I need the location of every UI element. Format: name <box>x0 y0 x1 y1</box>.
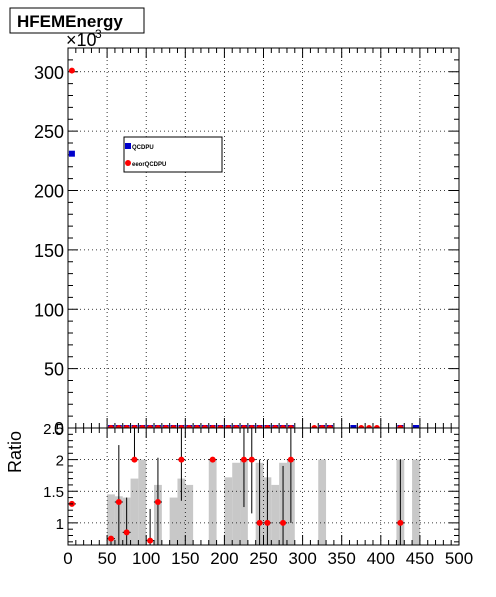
uncertainty-band-bin <box>177 478 186 545</box>
y-multiplier-label: ×10 <box>66 30 97 50</box>
uncertainty-band-bin <box>169 497 178 545</box>
ratio-point <box>154 498 161 505</box>
ratio-point <box>280 519 287 526</box>
legend-entry-label: eeorQCDPU <box>132 162 166 168</box>
ratio-point <box>108 535 115 542</box>
title-text: HFEMEnergy <box>17 12 123 31</box>
ratio-y-top-label: 2.5 <box>43 421 64 438</box>
x-tick-label: 500 <box>445 549 473 568</box>
uncertainty-band-bin <box>107 494 115 545</box>
ratio-y-tick-label: 1.5 <box>43 484 64 501</box>
uncertainty-band-bin <box>185 484 194 545</box>
legend-marker-eeorqcdpu <box>125 160 131 166</box>
uncertainty-band-bin <box>412 459 420 545</box>
ratio-point <box>209 456 216 463</box>
uncertainty-band-bin <box>318 459 327 545</box>
ratio-point <box>240 456 247 463</box>
ratio-y-tick-label: 1 <box>56 516 64 533</box>
x-tick-label: 450 <box>406 549 434 568</box>
x-tick-label: 300 <box>288 549 316 568</box>
ratio-point <box>147 537 154 544</box>
ratio-point <box>123 529 130 536</box>
uncertainty-band-bin <box>224 477 233 545</box>
x-tick-label: 150 <box>171 549 199 568</box>
y-tick-label: 150 <box>34 241 64 261</box>
y-multiplier-exponent: 3 <box>95 27 102 41</box>
x-tick-label: 400 <box>367 549 395 568</box>
ratio-point <box>248 456 255 463</box>
ratio-point <box>397 519 404 526</box>
ratio-point <box>178 456 185 463</box>
x-tick-label: 200 <box>210 549 238 568</box>
y-tick-label: 200 <box>34 182 64 202</box>
ratio-y-axis-label: Ratio <box>5 431 25 473</box>
y-tick-label: 250 <box>34 122 64 142</box>
y-tick-label: 0 <box>54 419 64 439</box>
ratio-plot: 11.522.50 50 100 150 200 250 300 350 400 450 500Ra… <box>5 421 473 568</box>
legend-entry-label: QCDPU <box>132 145 154 151</box>
ratio-y-tick-label: 2 <box>56 453 64 470</box>
x-tick-label: 50 <box>98 549 117 568</box>
y-tick-label: 100 <box>34 300 64 320</box>
x-tick-label: 0 <box>63 549 72 568</box>
uncertainty-band-bin <box>130 478 139 545</box>
y-tick-label: 50 <box>44 360 64 380</box>
x-tick-label: 100 <box>132 549 160 568</box>
ratio-point <box>256 519 263 526</box>
legend-marker-qcdpu <box>125 143 131 149</box>
uncertainty-band-bin <box>271 484 280 545</box>
ratio-point <box>287 456 294 463</box>
legend-box <box>123 136 223 173</box>
uncertainty-band-bin <box>208 459 217 545</box>
title-box <box>9 7 145 34</box>
data-point-qcdpu <box>68 150 75 157</box>
ratio-point <box>115 498 122 505</box>
ratio-point <box>131 456 138 463</box>
y-tick-label: 300 <box>34 63 64 83</box>
data-point-eeorqcdpu <box>68 67 75 74</box>
main-plot: 0 50 100 150 200 250 300×103 QCDPU eeorQCDPU <box>34 27 460 439</box>
ratio-point <box>264 519 271 526</box>
uncertainty-band-bin <box>138 459 147 545</box>
x-tick-label: 250 <box>249 549 277 568</box>
uncertainty-band-bin <box>232 462 241 545</box>
x-tick-label: 350 <box>328 549 356 568</box>
